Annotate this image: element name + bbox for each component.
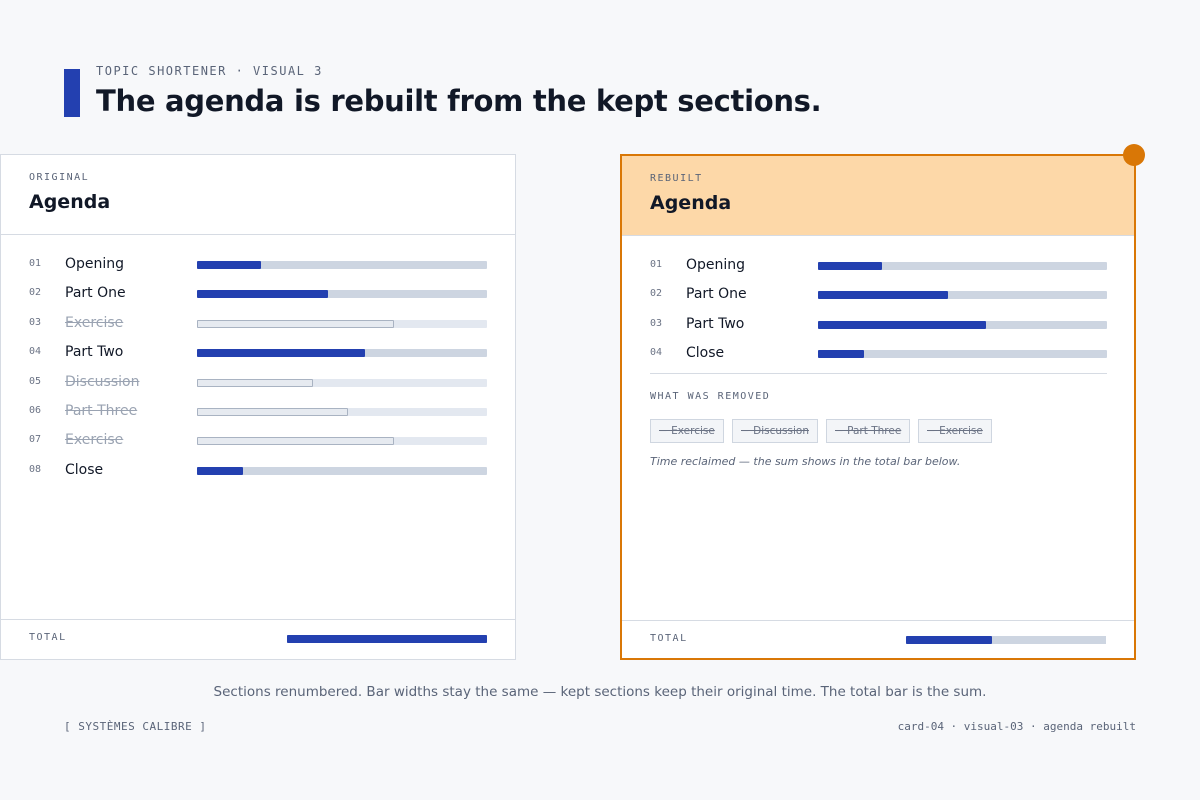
row-number: 04	[650, 346, 663, 358]
total-label: TOTAL	[29, 632, 67, 643]
row-number: 01	[650, 259, 663, 270]
card-title: Agenda	[29, 191, 111, 213]
row-number: 02	[29, 287, 42, 299]
highlight-dot	[1123, 144, 1145, 166]
card-label: REBUILT	[650, 173, 703, 184]
row-number: 02	[650, 288, 663, 300]
bar-track	[818, 349, 1107, 358]
footer-divider	[622, 620, 1134, 621]
footer-right: card-04 · visual-03 · agenda rebuilt	[897, 720, 1136, 733]
row-number: 03	[29, 316, 42, 328]
bar-track	[818, 262, 1107, 270]
bar-track	[818, 320, 1107, 329]
bar-track	[197, 261, 487, 269]
removed-label: WHAT WAS REMOVED	[650, 391, 771, 402]
divider	[650, 373, 1107, 374]
row-number: 04	[29, 346, 42, 358]
note: Time reclaimed — the sum shows in the to…	[650, 455, 961, 468]
row-number: 01	[29, 258, 42, 269]
bar	[818, 320, 986, 329]
bar-track	[197, 466, 487, 475]
row-name: Part One	[65, 285, 126, 302]
bar	[197, 466, 244, 475]
bar-track	[197, 408, 487, 416]
bar	[197, 261, 261, 269]
row-number: 05	[29, 375, 42, 387]
row-number: 08	[29, 463, 42, 475]
row-name: Opening	[65, 256, 125, 272]
bar	[197, 378, 313, 387]
row-number: 03	[650, 317, 663, 329]
bar	[197, 437, 395, 446]
row-name: Close	[686, 344, 725, 361]
total-track	[906, 636, 1106, 644]
accent-bar	[64, 69, 80, 117]
row-name: Opening	[686, 257, 746, 273]
row-number: 07	[29, 434, 42, 446]
bar-track	[197, 437, 487, 446]
page-title: The agenda is rebuilt from the kept sect…	[96, 84, 822, 118]
row-name: Part Two	[686, 315, 745, 332]
bar-track	[197, 378, 487, 387]
row-name: Part Three	[65, 403, 138, 419]
card-header: REBUILT Agenda	[622, 156, 1134, 236]
bar-track	[197, 349, 487, 358]
bar	[197, 319, 395, 328]
card-title: Agenda	[650, 192, 732, 214]
bar	[197, 290, 328, 299]
total-bar	[906, 636, 992, 644]
card-label: ORIGINAL	[29, 172, 90, 183]
bar	[818, 291, 949, 300]
row-name: Part Two	[65, 344, 124, 361]
bar	[197, 408, 348, 416]
removed-chip: − Part Three	[826, 419, 911, 443]
bar-track	[197, 319, 487, 328]
removed-chip: − Discussion	[732, 419, 818, 443]
removed-chip: − Exercise	[650, 419, 724, 443]
total-label: TOTAL	[650, 633, 688, 644]
caption: Sections renumbered. Bar widths stay the…	[213, 684, 987, 700]
card-header: ORIGINAL Agenda	[1, 155, 515, 235]
rebuilt-card: REBUILT Agenda 01 Opening 02 Part One 03 Part T…	[620, 154, 1136, 660]
bar	[818, 349, 865, 358]
total-track	[287, 635, 487, 643]
bar-track	[818, 291, 1107, 300]
total-bar	[287, 635, 487, 643]
row-number: 06	[29, 405, 42, 416]
row-name: Discussion	[65, 373, 140, 390]
original-card: ORIGINAL Agenda 01 Opening 02 Part One 03 Exerc…	[0, 154, 516, 660]
bar-track	[197, 290, 487, 299]
row-name: Exercise	[65, 432, 124, 449]
bar	[197, 349, 366, 358]
row-name: Close	[65, 461, 104, 478]
kicker: TOPIC SHORTENER · VISUAL 3	[96, 64, 323, 78]
row-name: Exercise	[65, 314, 124, 331]
removed-chip: − Exercise	[918, 419, 992, 443]
footer-left: [ SYSTÈMES CALIBRE ]	[64, 720, 207, 733]
bar	[818, 262, 882, 270]
footer-divider	[1, 619, 515, 620]
row-name: Part One	[686, 286, 747, 303]
